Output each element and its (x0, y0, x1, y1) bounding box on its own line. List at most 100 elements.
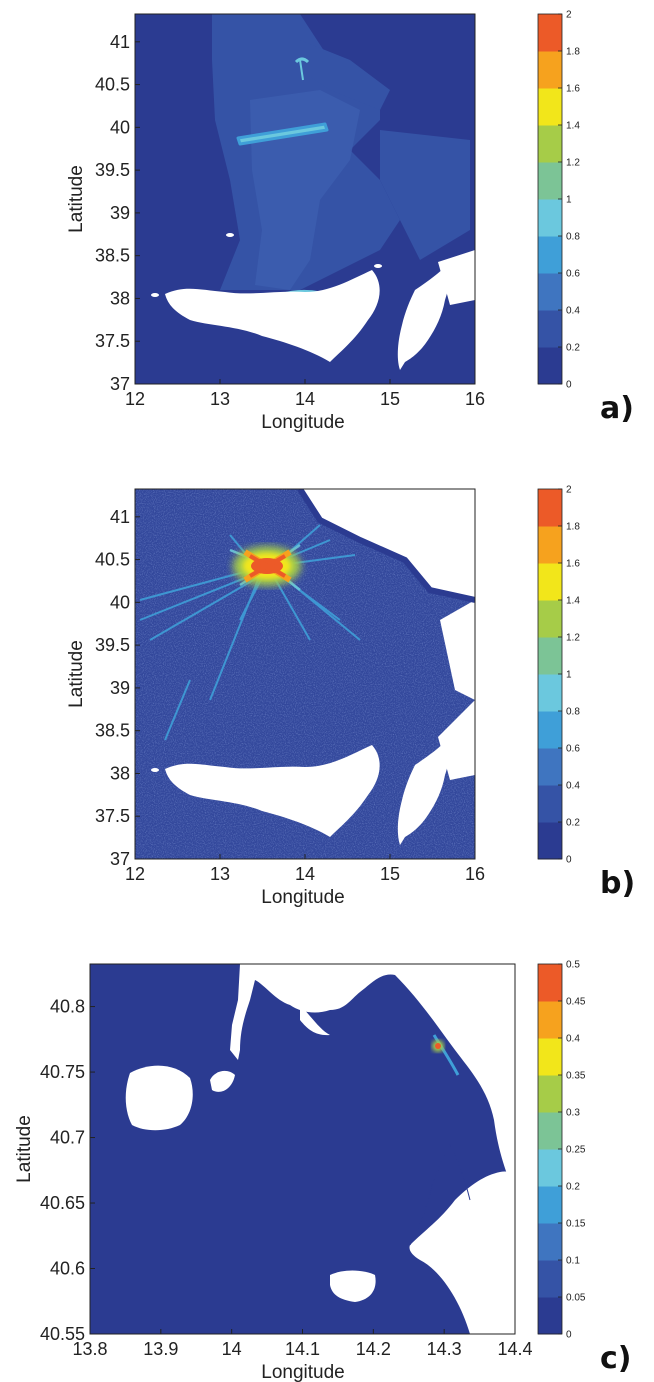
y-tick-label: 40.6 (50, 1259, 85, 1279)
y-tick-label: 39.5 (95, 160, 130, 180)
y-tick-label: 40.5 (95, 550, 130, 570)
colorbar-c: 0 0.05 0.1 0.15 0.2 0.25 0.3 0.35 0.4 0.45 0.5 (537, 960, 586, 1341)
axes-and-colorbars: 12 13 14 15 163737.53838.53939.54040.541Long… (14, 10, 635, 1382)
colorbar-swatch (538, 162, 562, 200)
colorbar-tick-label: 1.4 (566, 596, 580, 607)
colorbar-tick-label: 0.6 (566, 269, 580, 280)
colorbar-tick-label: 1.8 (566, 47, 580, 58)
colorbar-tick-label: 0 (566, 1330, 572, 1341)
colorbar-swatch (538, 273, 562, 311)
colorbar-tick-label: 0.35 (566, 1071, 586, 1082)
colorbar-swatch (538, 785, 562, 823)
x-tick-label: 14 (295, 389, 315, 409)
colorbar-swatch (538, 1260, 562, 1298)
colorbar-tick-label: 1.2 (566, 633, 580, 644)
colorbar-swatch (538, 822, 562, 860)
colorbar-tick-label: 0.3 (566, 1108, 580, 1119)
x-axis-label: Longitude (261, 412, 344, 433)
y-tick-label: 40.5 (95, 75, 130, 95)
x-tick-label: 16 (465, 389, 485, 409)
panel-b (134, 488, 476, 860)
colorbar-swatch (538, 674, 562, 712)
colorbar-tick-label: 2 (566, 10, 572, 21)
colorbar-tick-label: 1.2 (566, 158, 580, 169)
island-west (125, 1065, 193, 1131)
x-tick-label: 13.9 (143, 1339, 178, 1359)
y-tick-label: 38 (110, 763, 130, 783)
y-tick-label: 40 (110, 117, 130, 137)
colorbar-swatch (538, 88, 562, 126)
colorbar-swatch (538, 125, 562, 163)
colorbar-tick-label: 0.8 (566, 232, 580, 243)
x-tick-label: 13.8 (72, 1339, 107, 1359)
y-tick-label: 41 (110, 32, 130, 52)
y-tick-label: 38.5 (95, 721, 130, 741)
colorbar-tick-label: 0.1 (566, 1256, 580, 1267)
colorbar-tick-label: 0 (566, 380, 572, 391)
y-tick-label: 40 (110, 592, 130, 612)
colorbar-swatch (538, 51, 562, 89)
colorbar-swatch (538, 347, 562, 385)
x-tick-label: 13 (210, 864, 230, 884)
colorbar-swatch (538, 600, 562, 638)
colorbar-swatch (538, 711, 562, 749)
colorbar-tick-label: 0.4 (566, 306, 580, 317)
panel-a (134, 13, 476, 385)
x-tick-label: 14.4 (497, 1339, 532, 1359)
y-tick-label: 38 (110, 288, 130, 308)
colorbar-swatch (538, 14, 562, 52)
x-tick-label: 14.2 (356, 1339, 391, 1359)
colorbar-tick-label: 1.6 (566, 84, 580, 95)
x-tick-label: 14 (295, 864, 315, 884)
colorbar-b: 0 0.2 0.4 0.6 0.8 1 1.2 1.4 1.6 1.8 2 (537, 485, 580, 866)
map-b (135, 489, 475, 859)
y-tick-label: 37.5 (95, 331, 130, 351)
colorbar-swatch (538, 1186, 562, 1224)
y-tick-label: 39.5 (95, 635, 130, 655)
colorbar-tick-label: 0.8 (566, 707, 580, 718)
colorbar-swatch (538, 1112, 562, 1150)
x-tick-label: 15 (380, 389, 400, 409)
x-tick-label: 14.3 (427, 1339, 462, 1359)
colorbar-swatch (538, 748, 562, 786)
colorbar-tick-label: 0.5 (566, 960, 580, 971)
colorbar-swatch (538, 1223, 562, 1261)
colorbar-tick-label: 1 (566, 670, 572, 681)
colorbar-swatch (538, 526, 562, 564)
colorbar-tick-label: 0.25 (566, 1145, 586, 1156)
x-tick-label: 15 (380, 864, 400, 884)
feature-band (236, 122, 329, 146)
colorbar-swatch (538, 964, 562, 1002)
x-tick-label: 12 (125, 389, 145, 409)
y-tick-label: 38.5 (95, 246, 130, 266)
y-tick-label: 41 (110, 507, 130, 527)
axes-a: 12 13 14 15 16 37 37.5 38 38.5 39 39.5 40 40.5 41 Long… (66, 32, 485, 433)
colorbar-tick-label: 0.2 (566, 818, 580, 829)
y-tick-label: 39 (110, 678, 130, 698)
axes-c: 13.8 13.9 14 14.1 14.2 14.3 14.4 40.55 40.6 40.65… (14, 997, 533, 1382)
colorbar-swatch (538, 1149, 562, 1187)
y-tick-label: 37.5 (95, 806, 130, 826)
y-tick-label: 37 (110, 374, 130, 394)
colorbar-tick-label: 1.8 (566, 522, 580, 533)
x-tick-label: 14 (222, 1339, 242, 1359)
hotspot-c (432, 1040, 444, 1052)
colorbar-swatch (538, 1297, 562, 1335)
x-tick-label: 16 (465, 864, 485, 884)
y-tick-label: 40.8 (50, 997, 85, 1017)
map-a (135, 14, 475, 384)
colorbar-tick-label: 1.6 (566, 559, 580, 570)
y-tick-label: 40.55 (40, 1324, 85, 1344)
colorbar-swatch (538, 1075, 562, 1113)
y-tick-label: 40.7 (50, 1128, 85, 1148)
panel-label-c: c) (600, 1341, 632, 1376)
panel-c (89, 963, 516, 1335)
colorbar-swatch (538, 236, 562, 274)
colorbar-tick-label: 0.15 (566, 1219, 586, 1230)
colorbar-swatch (538, 637, 562, 675)
y-tick-label: 40.65 (40, 1193, 85, 1213)
colorbar-tick-label: 0.05 (566, 1293, 586, 1304)
y-tick-label: 39 (110, 203, 130, 223)
colorbar-tick-label: 1.4 (566, 121, 580, 132)
